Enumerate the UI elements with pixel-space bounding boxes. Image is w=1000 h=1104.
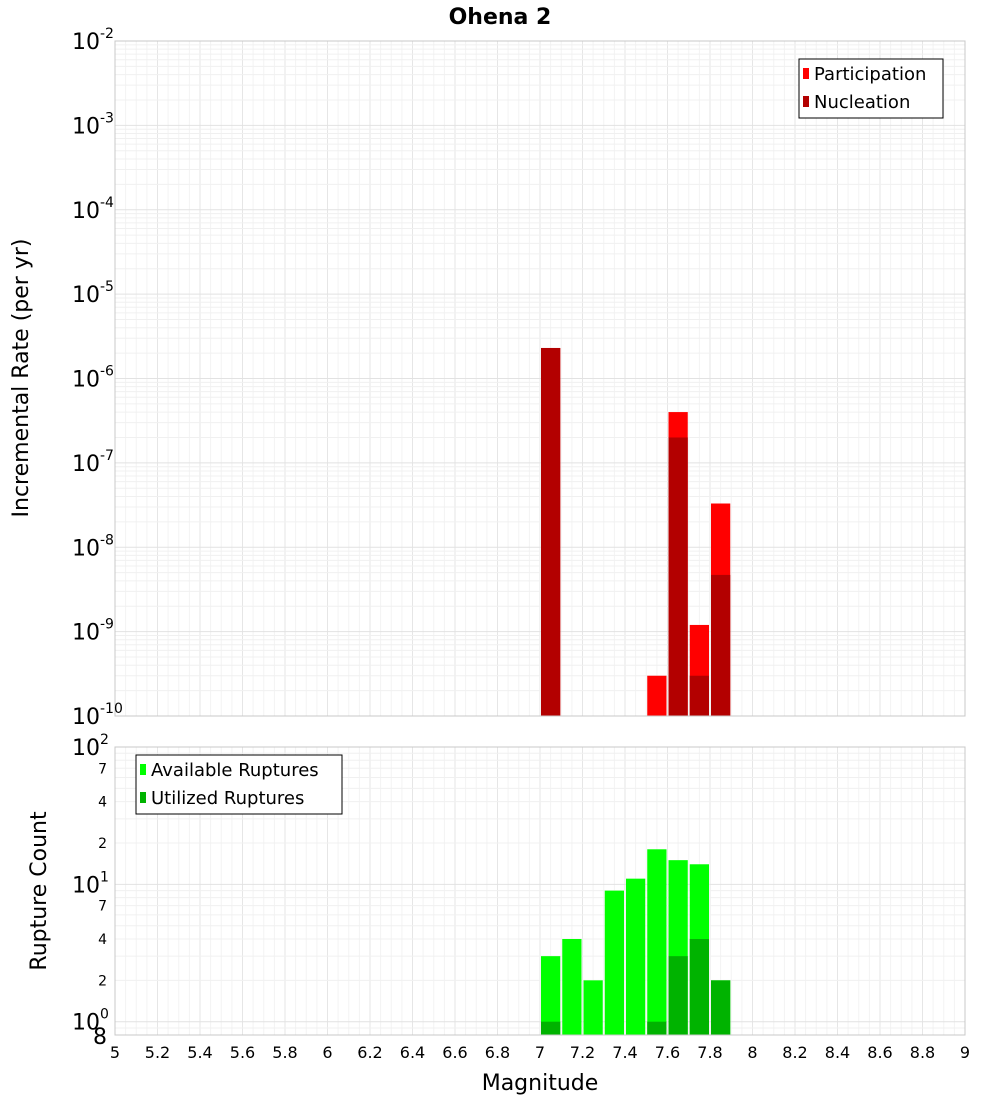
legend-swatch-available — [140, 764, 146, 775]
legend-label-nucleation: Nucleation — [814, 92, 910, 113]
x-tick-label: 5.6 — [230, 1043, 255, 1062]
top-y-tick-label: 10-8 — [72, 532, 114, 561]
x-tick-label: 8 — [747, 1043, 757, 1062]
top-y-tick-label: 10-2 — [72, 26, 114, 55]
bottom-gridlines — [114, 747, 966, 1036]
x-tick-label: 8.8 — [910, 1043, 935, 1062]
x-tick-label: 7.4 — [612, 1043, 637, 1062]
legend-swatch-utilized — [140, 792, 146, 803]
bottom-bar-available-ruptures — [626, 878, 646, 1035]
x-tick-label: 7.6 — [655, 1043, 680, 1062]
bottom-bar-utilized-ruptures — [711, 980, 731, 1035]
top-legend-box — [798, 58, 944, 119]
bottom-bar-available-ruptures — [647, 849, 667, 1035]
top-bars — [541, 347, 731, 716]
x-tick-label: 8.6 — [867, 1043, 892, 1062]
x-tick-label: 8.2 — [782, 1043, 807, 1062]
bottom-y-major-label: 102 — [72, 732, 109, 761]
x-tick-label: 6.8 — [485, 1043, 510, 1062]
bottom-y-tick-label: 8 — [93, 1025, 107, 1050]
top-bar-nucleation — [668, 437, 688, 716]
bottom-y-tick-label: 4 — [98, 932, 107, 948]
x-tick-label: 6.6 — [442, 1043, 467, 1062]
top-y-tick-label: 10-3 — [72, 110, 114, 139]
top-y-tick-label: 10-6 — [72, 364, 114, 393]
x-tick-label: 5.4 — [187, 1043, 212, 1062]
bottom-bar-available-ruptures — [541, 956, 561, 1035]
bottom-y-tick-label: 2 — [98, 836, 107, 852]
x-tick-label: 6.2 — [357, 1043, 382, 1062]
bottom-y-tick-label: 7 — [98, 899, 107, 915]
x-tick-label: 7.2 — [570, 1043, 595, 1062]
top-y-tick-labels: 10-10 10-9 10-8 10-7 10-6 10-5 10-4 10-3 10-2 — [72, 26, 123, 730]
top-bar-nucleation — [689, 675, 709, 716]
top-bar-participation — [647, 675, 667, 716]
bottom-bar-utilized-ruptures — [668, 956, 688, 1035]
bottom-bar-utilized-ruptures — [647, 1021, 667, 1035]
top-y-tick-label: 10-7 — [72, 448, 114, 477]
bottom-bar-utilized-ruptures — [541, 1021, 561, 1035]
top-y-tick-label: 10-9 — [72, 617, 114, 646]
bottom-bar-available-ruptures — [583, 980, 603, 1035]
x-tick-label: 5.8 — [272, 1043, 297, 1062]
x-tick-label: 9 — [960, 1043, 970, 1062]
bottom-y-tick-label: 4 — [98, 795, 107, 811]
x-tick-label: 6 — [322, 1043, 332, 1062]
x-tick-labels: 5 5.2 5.4 5.6 5.8 6 6.2 6.4 6.6 6.8 7 7.2 7.4 7.6 7.8 8… — [110, 1043, 970, 1062]
top-bar-nucleation — [711, 574, 731, 716]
bottom-y-major-label: 100 — [72, 1007, 109, 1036]
bottom-bars — [541, 849, 731, 1035]
bottom-y-tick-label: 2 — [98, 973, 107, 989]
bottom-bar-utilized-ruptures — [689, 939, 709, 1035]
top-gridlines — [114, 41, 966, 717]
legend-label-participation: Participation — [814, 64, 926, 85]
x-tick-label: 6.4 — [400, 1043, 425, 1062]
x-tick-label: 7 — [535, 1043, 545, 1062]
x-tick-label: 7.8 — [697, 1043, 722, 1062]
bottom-y-major-label: 101 — [72, 869, 109, 898]
bottom-legend: Available Ruptures Utilized Ruptures — [135, 754, 343, 815]
x-tick-label: 5.2 — [145, 1043, 170, 1062]
bottom-legend-box — [135, 754, 343, 815]
x-axis-title: Magnitude — [482, 1071, 599, 1096]
bottom-plot-frame — [114, 746, 966, 1036]
x-tick-label: 8.4 — [825, 1043, 850, 1062]
bottom-y-tick-label: 7 — [98, 761, 107, 777]
top-plot-frame — [114, 40, 966, 717]
bottom-y-axis-title: Rupture Count — [27, 811, 52, 971]
legend-label-available: Available Ruptures — [151, 760, 319, 781]
chart-title: Ohena 2 — [449, 5, 552, 30]
x-tick-label: 5 — [110, 1043, 120, 1062]
top-y-axis-title: Incremental Rate (per yr) — [9, 239, 34, 518]
top-y-tick-label: 10-10 — [72, 701, 123, 730]
top-legend: Participation Nucleation — [798, 58, 944, 119]
top-y-tick-label: 10-5 — [72, 279, 114, 308]
bottom-bar-available-ruptures — [604, 890, 624, 1035]
legend-swatch-participation — [803, 68, 809, 79]
legend-swatch-nucleation — [803, 96, 809, 107]
top-y-tick-label: 10-4 — [72, 195, 114, 224]
bottom-y-tick-labels: 102 101 100 7 4 2 7 4 2 8 — [72, 732, 109, 1050]
bottom-bar-available-ruptures — [562, 939, 582, 1035]
legend-label-utilized: Utilized Ruptures — [151, 788, 304, 809]
top-bar-nucleation — [541, 347, 561, 716]
